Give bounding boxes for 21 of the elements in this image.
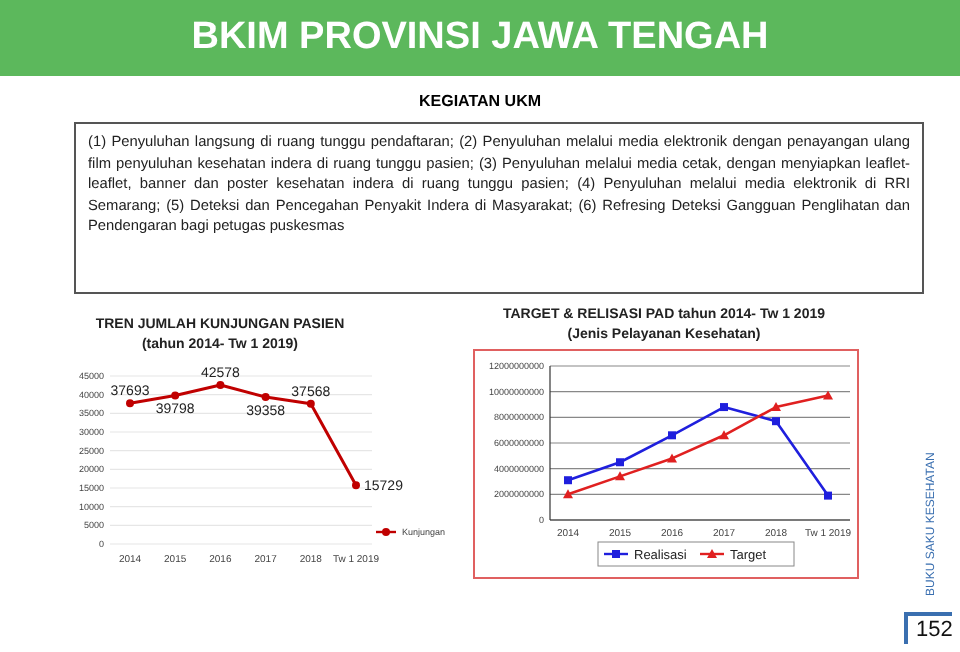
point xyxy=(719,430,729,440)
point xyxy=(720,403,728,412)
point xyxy=(771,402,781,412)
text: KEGIATAN UKM xyxy=(416,92,544,110)
point xyxy=(126,399,134,408)
text: BKIM PROVINSI JAWA TENGAH xyxy=(0,0,960,76)
point xyxy=(615,471,625,481)
point xyxy=(216,381,225,390)
point xyxy=(824,491,832,500)
text: 152 xyxy=(904,612,953,644)
point xyxy=(171,391,180,400)
point xyxy=(772,417,780,426)
point xyxy=(667,453,677,463)
point xyxy=(564,476,572,485)
point xyxy=(563,489,573,499)
point xyxy=(261,393,270,402)
point xyxy=(352,481,360,490)
point xyxy=(823,390,833,400)
point xyxy=(306,399,315,408)
point xyxy=(616,458,624,467)
point xyxy=(668,431,676,440)
